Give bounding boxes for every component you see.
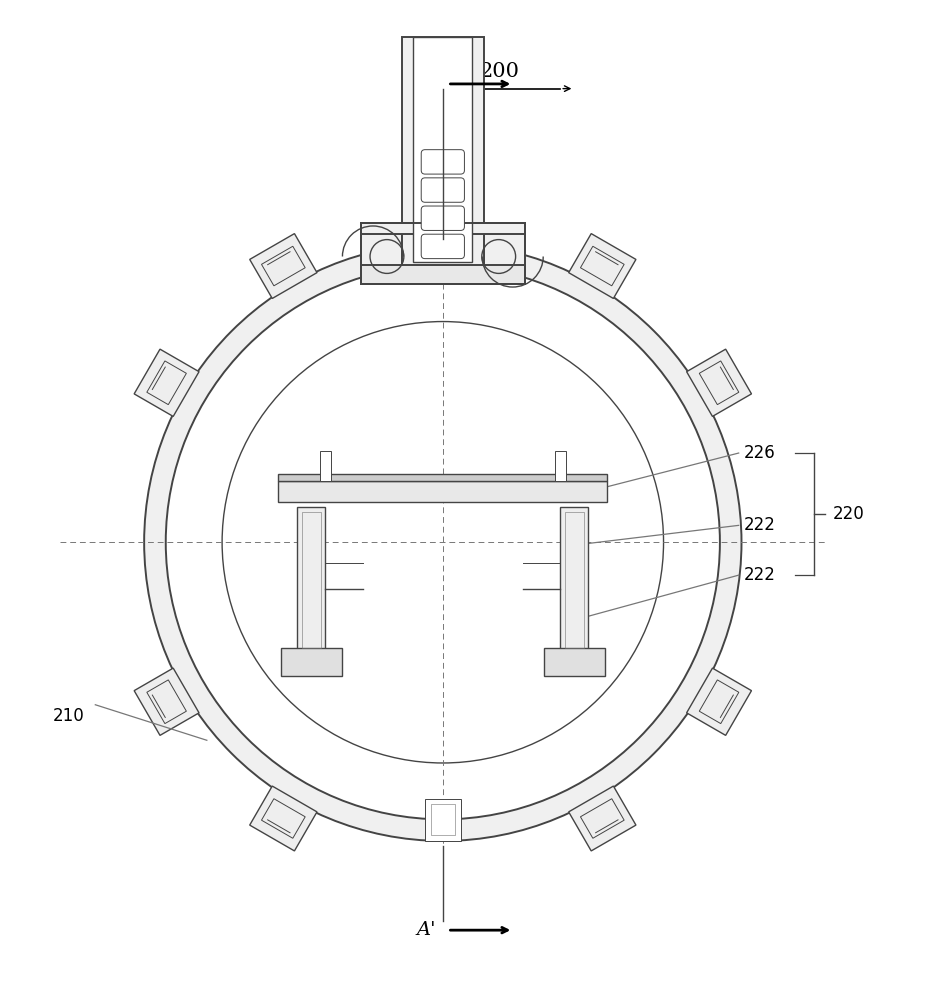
FancyBboxPatch shape bbox=[421, 234, 464, 259]
Text: A: A bbox=[422, 75, 436, 93]
Polygon shape bbox=[687, 668, 752, 735]
Bar bbox=[414, 37, 472, 262]
Bar bbox=[425, 799, 461, 841]
Polygon shape bbox=[687, 349, 752, 416]
Bar bbox=[402, 37, 483, 267]
Bar bbox=[319, 451, 331, 481]
Bar bbox=[302, 512, 320, 648]
Polygon shape bbox=[569, 786, 636, 851]
Bar bbox=[361, 223, 525, 234]
FancyBboxPatch shape bbox=[421, 150, 464, 174]
FancyBboxPatch shape bbox=[421, 178, 464, 202]
Text: A': A' bbox=[416, 921, 436, 939]
Bar bbox=[544, 648, 605, 676]
Bar bbox=[361, 265, 525, 284]
Bar bbox=[279, 481, 608, 502]
Polygon shape bbox=[250, 234, 317, 298]
Polygon shape bbox=[569, 234, 636, 298]
Polygon shape bbox=[134, 349, 199, 416]
Bar bbox=[279, 474, 608, 481]
Text: 226: 226 bbox=[743, 444, 775, 462]
Bar bbox=[555, 451, 566, 481]
Bar bbox=[298, 507, 325, 653]
Bar bbox=[361, 223, 525, 284]
Text: 210: 210 bbox=[53, 707, 85, 725]
Bar bbox=[430, 804, 455, 835]
Text: 222: 222 bbox=[743, 516, 775, 534]
Polygon shape bbox=[250, 786, 317, 851]
Text: 200: 200 bbox=[479, 62, 519, 81]
Bar bbox=[483, 223, 525, 284]
Circle shape bbox=[144, 244, 741, 841]
Bar bbox=[565, 512, 584, 648]
Text: 222: 222 bbox=[743, 566, 775, 584]
FancyBboxPatch shape bbox=[361, 223, 402, 284]
Circle shape bbox=[166, 265, 720, 819]
Text: 220: 220 bbox=[833, 505, 865, 523]
Bar bbox=[281, 648, 342, 676]
Polygon shape bbox=[134, 668, 199, 735]
FancyBboxPatch shape bbox=[421, 206, 464, 230]
Bar bbox=[560, 507, 589, 653]
